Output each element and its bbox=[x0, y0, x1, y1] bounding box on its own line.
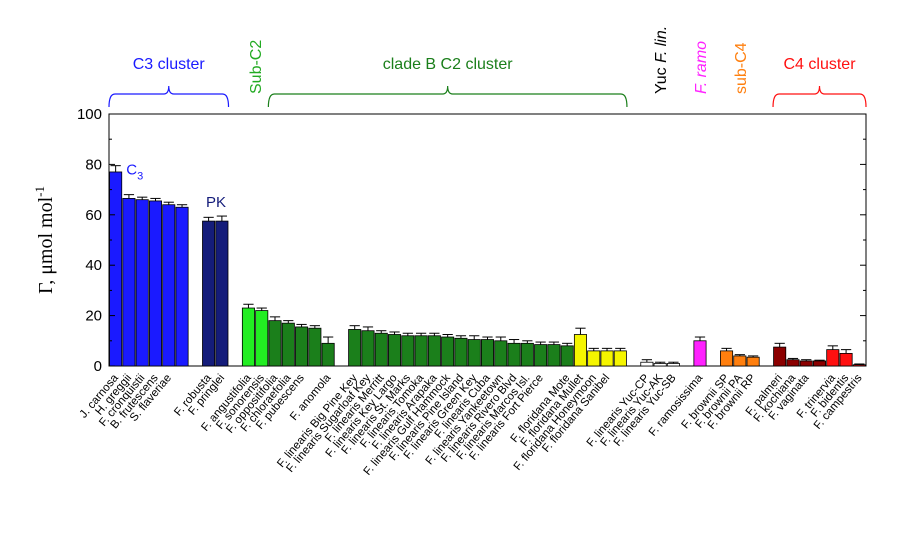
bars bbox=[109, 171, 866, 367]
bar bbox=[560, 345, 574, 367]
annotation-main: C bbox=[126, 161, 137, 178]
annotation-main: PK bbox=[206, 194, 226, 211]
y-axis-title: Γ, μmol mol-1 bbox=[32, 186, 57, 294]
group-label: C4 cluster bbox=[784, 56, 857, 73]
bar bbox=[441, 336, 455, 367]
bar bbox=[720, 350, 734, 367]
y-axis-label: Γ, μmol mol-1 bbox=[32, 186, 57, 294]
bar bbox=[666, 363, 680, 367]
y-axis-label-main: Γ, μmol mol bbox=[35, 196, 57, 294]
bar bbox=[215, 220, 229, 367]
bar bbox=[799, 360, 813, 367]
group-label: C3 cluster bbox=[133, 56, 206, 73]
bar bbox=[573, 334, 587, 367]
annotation-label: C3 bbox=[126, 161, 143, 182]
bar bbox=[241, 307, 255, 367]
group-label-italic-part: F. lin. bbox=[653, 26, 670, 63]
bar bbox=[122, 198, 136, 367]
group-label: clade B C2 cluster bbox=[383, 56, 514, 73]
bar bbox=[148, 200, 162, 367]
group-label-vertical: Yuc F. lin. bbox=[653, 26, 670, 94]
group-bracket bbox=[267, 85, 628, 108]
bar bbox=[175, 206, 189, 367]
bar bbox=[640, 361, 654, 367]
group-labels: C3 cluster Sub-C2 clade B C2 cluster Yuc F.… bbox=[108, 26, 867, 108]
bar bbox=[534, 344, 548, 367]
y-tick-label: 100 bbox=[77, 106, 102, 123]
bar bbox=[733, 355, 747, 367]
bar bbox=[361, 330, 375, 367]
y-tick-label: 40 bbox=[85, 257, 102, 274]
bar bbox=[587, 350, 601, 367]
bar bbox=[839, 352, 853, 367]
bar bbox=[135, 199, 149, 367]
group-bracket bbox=[772, 85, 867, 108]
group-bracket bbox=[108, 85, 230, 108]
bar bbox=[813, 360, 827, 367]
y-tick-label: 80 bbox=[85, 156, 102, 173]
bar bbox=[414, 335, 428, 367]
group-label-vertical: Sub-C2 bbox=[248, 40, 265, 94]
bar bbox=[401, 335, 415, 367]
bar bbox=[321, 342, 335, 367]
y-tick-label: 60 bbox=[85, 207, 102, 224]
bar bbox=[826, 349, 840, 367]
annotations: C3 PK bbox=[126, 161, 226, 211]
bar bbox=[281, 322, 295, 367]
bar bbox=[454, 337, 468, 367]
bar bbox=[547, 344, 561, 367]
bar bbox=[773, 346, 787, 367]
bar bbox=[427, 335, 441, 367]
bar bbox=[520, 342, 534, 367]
bar bbox=[348, 329, 362, 367]
annotation-label: PK bbox=[206, 194, 226, 211]
bar bbox=[467, 339, 481, 367]
bar bbox=[255, 310, 269, 367]
bar bbox=[388, 334, 402, 367]
annotation-sub: 3 bbox=[137, 170, 143, 182]
group-label-part: Yuc bbox=[653, 63, 670, 94]
error-bars bbox=[110, 165, 865, 365]
bar bbox=[494, 340, 508, 367]
bar bbox=[295, 326, 309, 367]
y-tick-label: 20 bbox=[85, 308, 102, 325]
y-axis-label-sup: -1 bbox=[32, 186, 47, 197]
bar bbox=[600, 350, 614, 367]
bar bbox=[374, 332, 388, 367]
bar bbox=[202, 220, 216, 367]
y-ticks: 0 20 40 60 80 100 bbox=[77, 106, 866, 375]
bar bbox=[653, 363, 667, 367]
bar bbox=[109, 171, 123, 367]
bar bbox=[613, 350, 627, 367]
bar bbox=[162, 204, 176, 367]
group-label-vertical: sub-C4 bbox=[733, 42, 750, 94]
bar bbox=[507, 342, 521, 367]
bar bbox=[693, 340, 707, 367]
bar bbox=[786, 359, 800, 367]
bar bbox=[268, 320, 282, 367]
bar bbox=[480, 339, 495, 367]
bar bbox=[746, 356, 760, 367]
group-label-vertical: F. ramo bbox=[693, 41, 710, 94]
y-tick-label: 0 bbox=[94, 358, 102, 375]
bar bbox=[308, 327, 322, 367]
